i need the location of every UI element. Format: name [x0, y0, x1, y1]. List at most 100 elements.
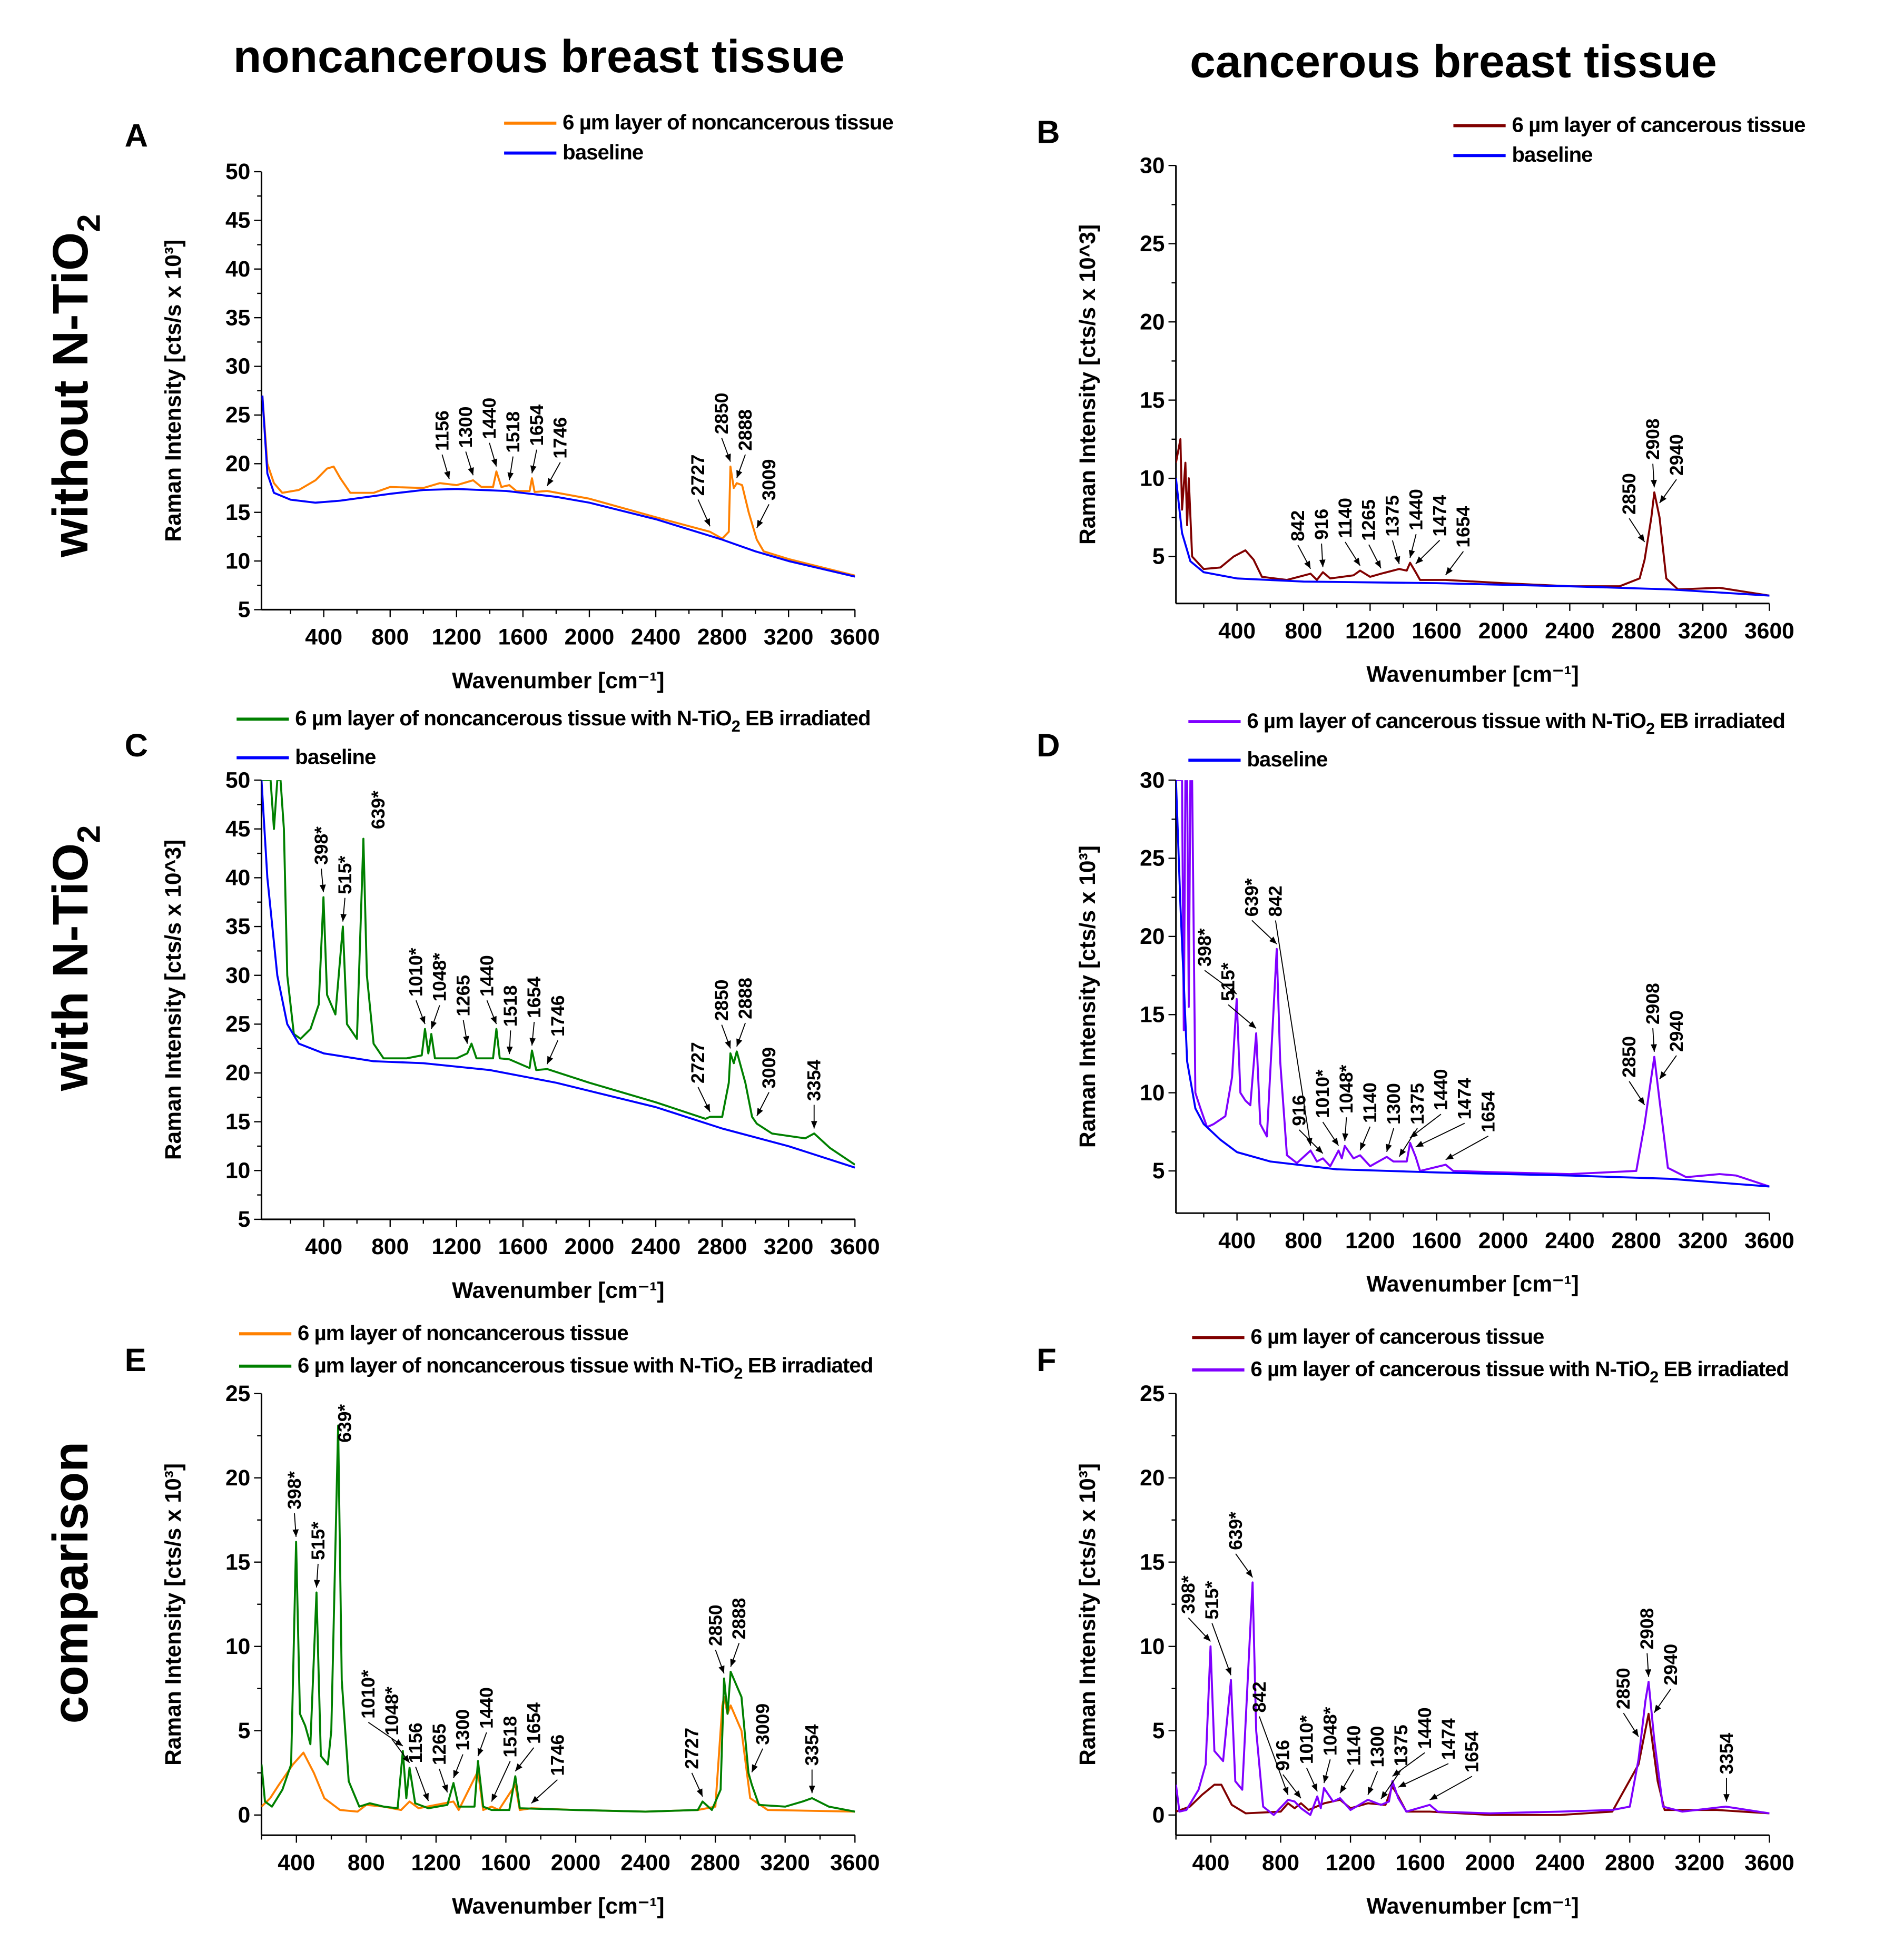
- peak-label: 1265: [452, 975, 473, 1017]
- peak-label: 916: [1288, 1095, 1309, 1126]
- peak-arrow-head: [756, 519, 763, 528]
- legend-label: 6 µm layer of cancerous tissue with N-Ti…: [1250, 1357, 1789, 1386]
- y-tick-label: 0: [238, 1803, 251, 1828]
- peak-arrow-head: [1304, 560, 1311, 569]
- peak-arrow-head: [1659, 1071, 1667, 1079]
- x-tick-label: 400: [1218, 1228, 1256, 1253]
- peak-annotation: 2850: [1613, 1668, 1639, 1737]
- y-tick-label: 15: [1140, 388, 1165, 413]
- peak-annotation: 1156: [431, 410, 452, 479]
- peak-arrow-head: [718, 1665, 725, 1674]
- x-tick-label: 2800: [1605, 1850, 1655, 1875]
- x-tick-label: 3600: [1744, 1228, 1794, 1253]
- peak-arrow-head: [1342, 1133, 1349, 1141]
- peak-label: 2850: [1619, 1036, 1640, 1078]
- peak-label: 1010*: [1296, 1715, 1317, 1764]
- peak-arrow-line: [1445, 1135, 1489, 1160]
- peak-annotation: 1654: [1429, 1731, 1483, 1800]
- peak-label: 1048*: [381, 1687, 402, 1736]
- peak-arrow-head: [756, 1108, 763, 1116]
- x-tick-label: 1600: [481, 1850, 531, 1875]
- peak-arrow-head: [292, 1529, 299, 1537]
- x-axis-label: Wavenumber [cm⁻¹]: [1366, 662, 1579, 687]
- y-axis-label: Raman Intensity [cts/s x 10³]: [1076, 1463, 1100, 1766]
- peak-label: 515*: [1201, 1581, 1222, 1620]
- peak-annotation: 1048*: [381, 1687, 410, 1763]
- peak-arrow-head: [1229, 987, 1237, 994]
- peak-label: 1474: [1454, 1078, 1475, 1119]
- peak-arrow-head: [1398, 1781, 1407, 1788]
- y-tick-label: 25: [225, 1012, 250, 1037]
- peak-arrow-head: [491, 458, 498, 467]
- peak-annotation: 639*: [334, 1404, 355, 1443]
- y-tick-label: 5: [238, 1207, 251, 1232]
- x-tick-label: 2000: [551, 1850, 601, 1875]
- peak-label: 2940: [1666, 434, 1687, 476]
- peak-arrow-head: [1645, 1669, 1652, 1677]
- peak-label: 2888: [728, 1598, 749, 1640]
- peak-annotation: 1474: [1398, 1718, 1459, 1788]
- peak-arrow-line: [1429, 1776, 1473, 1800]
- peak-annotation: 1518: [491, 1716, 521, 1802]
- peak-label: 1300: [455, 407, 476, 448]
- x-tick-label: 3200: [760, 1850, 810, 1875]
- peak-label: 398*: [1178, 1575, 1199, 1614]
- peak-annotation: 2908: [1636, 1608, 1658, 1677]
- peak-arrow-line: [1259, 1716, 1289, 1795]
- series-line-1: [261, 1696, 855, 1813]
- panel-letter: A: [125, 118, 148, 154]
- peak-arrow-head: [1392, 1769, 1400, 1777]
- panel-d: D 400 800 1200 1600 2000 2400 2800 3200 3600 5 10 15…: [1037, 709, 1794, 1297]
- peak-annotation: 1010*: [406, 948, 427, 1024]
- y-axis-label: Raman Intensity [cts/s x 10³]: [1076, 845, 1100, 1148]
- panel-c: C 400 800 1200 1600 2000 2400 2800 3200 3600 5 10 15…: [125, 706, 880, 1303]
- peak-annotation: 842: [1287, 510, 1311, 569]
- column-header-cancerous: cancerous breast tissue: [1190, 35, 1717, 87]
- peak-arrow-head: [704, 1103, 711, 1112]
- x-tick-label: 1600: [1412, 619, 1462, 644]
- peak-annotation: 2940: [1653, 1644, 1681, 1713]
- peak-label: 639*: [1225, 1512, 1246, 1550]
- peak-arrow-head: [444, 471, 450, 479]
- x-tick-label: 1200: [1345, 619, 1395, 644]
- peak-label: 639*: [1241, 878, 1262, 917]
- peak-annotation: 2727: [681, 1728, 703, 1797]
- peak-annotation: 1746: [547, 417, 571, 487]
- peak-annotation: 3009: [751, 1703, 773, 1772]
- peak-label: 2727: [687, 1042, 708, 1083]
- peak-annotation: 1300: [1367, 1726, 1388, 1795]
- peak-label: 1265: [1358, 499, 1379, 541]
- x-tick-label: 2000: [1465, 1850, 1515, 1875]
- x-tick-label: 2000: [565, 625, 615, 650]
- series-line-2: [261, 780, 855, 1169]
- x-tick-label: 2000: [565, 1235, 615, 1259]
- peak-arrow-head: [1283, 1787, 1289, 1795]
- peak-label: 1654: [1453, 506, 1474, 547]
- peak-label: 842: [1249, 1681, 1270, 1712]
- y-tick-label: 50: [225, 160, 250, 184]
- peak-label: 1010*: [406, 948, 427, 997]
- peak-label: 1048*: [1319, 1707, 1340, 1756]
- x-tick-label: 3600: [1744, 619, 1794, 644]
- peak-annotation: 916: [1272, 1740, 1301, 1799]
- row-header-text: comparison: [43, 1442, 98, 1723]
- peak-arrow-head: [419, 1016, 426, 1024]
- peak-label: 1518: [502, 411, 524, 453]
- peak-label: 2908: [1642, 983, 1663, 1024]
- peak-label: 1300: [1367, 1726, 1388, 1768]
- x-tick-label: 1600: [498, 1235, 548, 1259]
- peak-arrow-head: [531, 1796, 539, 1804]
- peak-arrow-head: [1380, 1791, 1388, 1799]
- x-tick-label: 3200: [1675, 1850, 1725, 1875]
- y-tick-label: 15: [225, 500, 250, 525]
- row-header-with-ntio2: with N-TiO2: [43, 825, 107, 1092]
- x-tick-label: 3600: [830, 1235, 880, 1259]
- peak-annotation: 3354: [802, 1724, 823, 1794]
- y-tick-label: 30: [1140, 768, 1165, 793]
- x-tick-label: 400: [1218, 619, 1256, 644]
- x-tick-label: 800: [1262, 1850, 1299, 1875]
- x-axis-label: Wavenumber [cm⁻¹]: [1366, 1894, 1579, 1919]
